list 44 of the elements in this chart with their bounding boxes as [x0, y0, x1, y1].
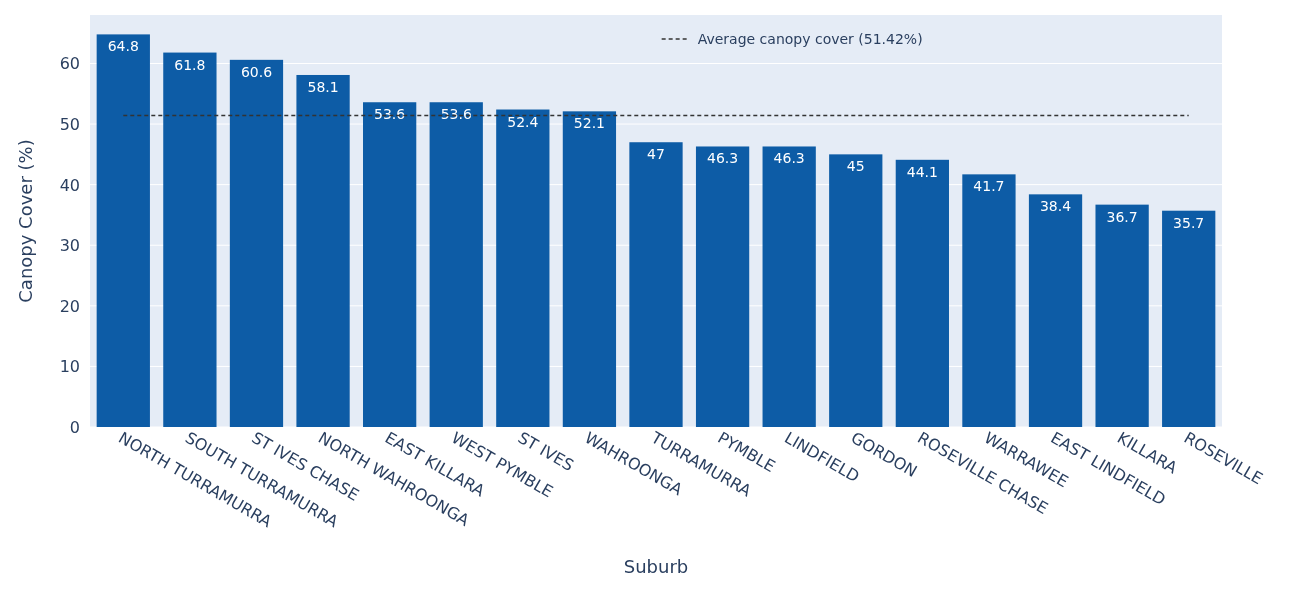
- data-label: 38.4: [1039, 198, 1072, 215]
- data-label: 64.8: [107, 38, 139, 55]
- bar: [1162, 210, 1216, 427]
- y-tick-label: 50: [59, 115, 80, 135]
- y-tick-label: 40: [59, 175, 80, 195]
- bar: [695, 146, 750, 427]
- bar: [429, 102, 483, 427]
- data-label: 45: [846, 158, 865, 175]
- bar: [296, 74, 350, 427]
- bar: [363, 102, 417, 427]
- data-label: 52.1: [573, 115, 605, 132]
- bar: [1095, 204, 1149, 427]
- data-label: 46.3: [773, 150, 805, 167]
- legend-label: Average canopy cover (51.42%): [697, 31, 923, 47]
- data-label: 36.7: [1106, 208, 1138, 225]
- y-tick-label: 0: [69, 418, 80, 437]
- x-axis-title: Suburb: [623, 556, 689, 577]
- data-label: 47: [647, 146, 665, 163]
- bar: [629, 142, 683, 427]
- bar: [1028, 194, 1083, 427]
- y-tick-label: 60: [59, 54, 80, 74]
- data-label: 61.8: [174, 56, 206, 73]
- bar: [96, 34, 150, 427]
- bar: [163, 52, 217, 427]
- bar: [229, 59, 284, 427]
- bar: [496, 109, 550, 427]
- data-label: 60.6: [240, 63, 273, 80]
- data-label: 58.1: [307, 78, 339, 95]
- data-label: 44.1: [906, 163, 938, 180]
- y-axis-title: Canopy Cover (%): [15, 139, 36, 303]
- bar: [762, 146, 816, 427]
- bar: [895, 159, 949, 427]
- data-label: 52.4: [507, 113, 539, 130]
- data-label: 46.3: [707, 150, 739, 167]
- y-tick-label: 10: [59, 357, 80, 377]
- y-tick-label: 30: [59, 236, 80, 256]
- bar: [562, 111, 617, 427]
- bar: [962, 174, 1016, 427]
- data-label: 53.6: [374, 106, 406, 123]
- data-label: 41.7: [973, 178, 1005, 195]
- data-label: 35.7: [1173, 214, 1205, 231]
- data-label: 53.6: [440, 106, 472, 123]
- y-tick-label: 20: [59, 296, 80, 316]
- bar: [829, 154, 883, 427]
